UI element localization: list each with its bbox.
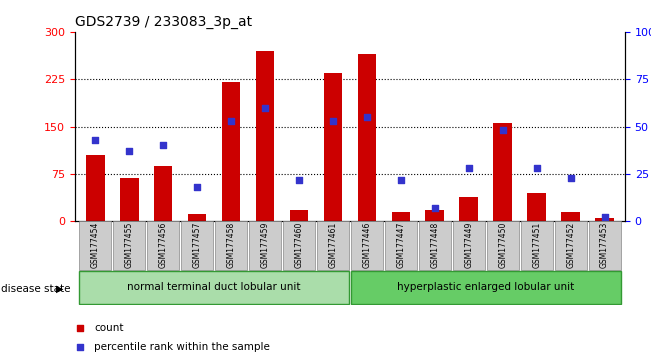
Bar <box>561 212 580 221</box>
Text: GSM177459: GSM177459 <box>260 222 270 268</box>
Bar <box>426 210 444 221</box>
FancyBboxPatch shape <box>79 271 349 304</box>
Text: GDS2739 / 233083_3p_at: GDS2739 / 233083_3p_at <box>75 16 252 29</box>
Point <box>90 137 100 143</box>
Point <box>497 127 508 133</box>
Point <box>327 118 338 124</box>
Bar <box>187 214 206 221</box>
FancyBboxPatch shape <box>419 221 450 270</box>
Point <box>158 143 169 148</box>
Point <box>260 105 270 110</box>
FancyBboxPatch shape <box>147 221 179 270</box>
Point <box>600 215 610 220</box>
FancyBboxPatch shape <box>555 221 587 270</box>
Bar <box>493 124 512 221</box>
FancyBboxPatch shape <box>589 221 620 270</box>
FancyBboxPatch shape <box>453 221 485 270</box>
Text: normal terminal duct lobular unit: normal terminal duct lobular unit <box>128 282 301 292</box>
Bar <box>460 197 478 221</box>
FancyBboxPatch shape <box>487 221 519 270</box>
FancyBboxPatch shape <box>351 271 620 304</box>
Text: GSM177455: GSM177455 <box>125 222 133 268</box>
Text: ▶: ▶ <box>56 284 64 293</box>
Point <box>464 165 474 171</box>
Bar <box>595 218 614 221</box>
FancyBboxPatch shape <box>113 221 145 270</box>
Bar <box>290 210 309 221</box>
Text: GSM177450: GSM177450 <box>498 222 507 268</box>
Text: GSM177451: GSM177451 <box>532 222 541 268</box>
Point <box>430 205 440 211</box>
FancyBboxPatch shape <box>521 221 553 270</box>
Text: GSM177457: GSM177457 <box>193 222 202 268</box>
FancyBboxPatch shape <box>351 221 383 270</box>
Bar <box>391 212 410 221</box>
Text: GSM177447: GSM177447 <box>396 222 406 268</box>
FancyBboxPatch shape <box>249 221 281 270</box>
FancyBboxPatch shape <box>215 221 247 270</box>
FancyBboxPatch shape <box>79 221 111 270</box>
Point <box>396 177 406 182</box>
Bar <box>256 51 274 221</box>
Point <box>395 88 405 94</box>
Bar <box>120 178 139 221</box>
Text: GSM177458: GSM177458 <box>227 222 236 268</box>
Bar <box>154 166 173 221</box>
FancyBboxPatch shape <box>181 221 213 270</box>
Text: GSM177454: GSM177454 <box>90 222 100 268</box>
Bar <box>527 193 546 221</box>
Bar <box>357 54 376 221</box>
Text: hyperplastic enlarged lobular unit: hyperplastic enlarged lobular unit <box>397 282 574 292</box>
Point <box>226 118 236 124</box>
Bar <box>222 82 240 221</box>
Text: GSM177461: GSM177461 <box>329 222 337 268</box>
Point <box>192 184 202 190</box>
Bar <box>324 73 342 221</box>
Text: GSM177452: GSM177452 <box>566 222 575 268</box>
Text: count: count <box>94 323 124 333</box>
Point <box>531 165 542 171</box>
Bar <box>86 155 105 221</box>
FancyBboxPatch shape <box>317 221 349 270</box>
Point <box>124 148 134 154</box>
FancyBboxPatch shape <box>283 221 315 270</box>
FancyBboxPatch shape <box>385 221 417 270</box>
Text: GSM177446: GSM177446 <box>363 222 371 268</box>
Text: GSM177449: GSM177449 <box>464 222 473 268</box>
Point <box>294 177 304 182</box>
Text: percentile rank within the sample: percentile rank within the sample <box>94 342 270 352</box>
Point <box>395 262 405 268</box>
Text: disease state: disease state <box>1 284 71 293</box>
Text: GSM177453: GSM177453 <box>600 222 609 268</box>
Text: GSM177460: GSM177460 <box>294 222 303 268</box>
Point <box>566 175 576 181</box>
Text: GSM177456: GSM177456 <box>159 222 168 268</box>
Text: GSM177448: GSM177448 <box>430 222 439 268</box>
Point <box>362 114 372 120</box>
